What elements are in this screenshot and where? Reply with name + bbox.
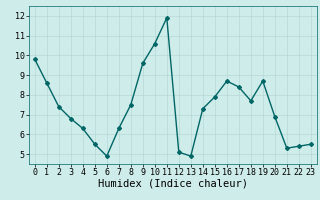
X-axis label: Humidex (Indice chaleur): Humidex (Indice chaleur) xyxy=(98,179,248,189)
